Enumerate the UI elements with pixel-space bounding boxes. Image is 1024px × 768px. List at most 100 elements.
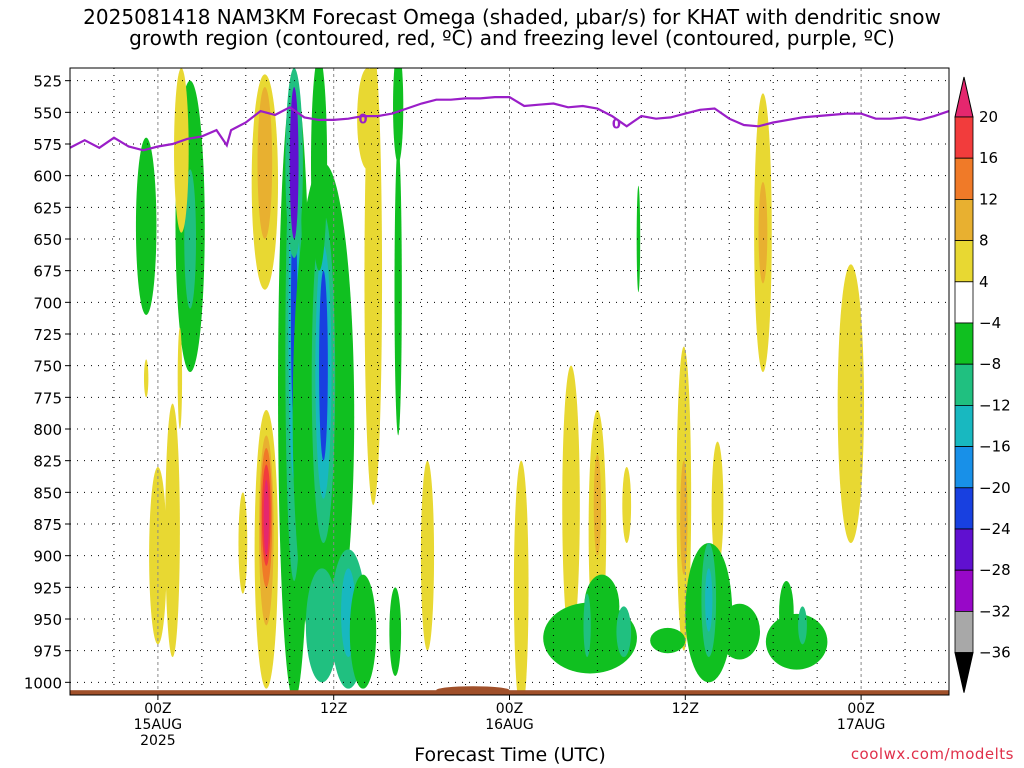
x-tick-label: 2025 <box>140 733 176 749</box>
colorbar-swatch-11 <box>954 528 974 571</box>
x-tick-label: 17AUG <box>837 717 886 733</box>
freezing-level-label: 0 <box>358 113 367 128</box>
omega-cell-53 <box>650 627 686 654</box>
y-tick-label: 525 <box>33 73 62 91</box>
y-tick-label: 975 <box>33 643 62 661</box>
y-tick-label: 850 <box>33 484 62 502</box>
y-tick-label: 1000 <box>24 674 62 692</box>
colorbar-swatch-6 <box>954 322 974 365</box>
omega-cell-60 <box>798 606 807 645</box>
colorbar-label: −16 <box>979 438 1011 456</box>
omega-cell-25 <box>319 270 328 461</box>
y-tick-label: 575 <box>33 136 62 154</box>
omega-cell-31 <box>364 68 383 505</box>
ground-strip <box>70 690 949 695</box>
omega-cell-8 <box>238 492 248 594</box>
colorbar-label: 20 <box>979 108 998 126</box>
omega-cell-0 <box>135 137 157 315</box>
omega-cell-50 <box>584 574 620 638</box>
omega-cell-32 <box>357 68 378 170</box>
omega-cell-59 <box>779 581 794 645</box>
omega-cell-46 <box>758 182 768 284</box>
omega-cell-43 <box>680 460 688 575</box>
x-tick-label: 12Z <box>320 701 347 717</box>
omega-cell-3 <box>174 68 189 233</box>
x-tick-label: 16AUG <box>485 717 534 733</box>
gridlines <box>70 68 949 695</box>
colorbar-swatch-3 <box>954 198 974 241</box>
y-tick-label: 825 <box>33 453 62 471</box>
chart-title-line-2: growth region (contoured, red, ºC) and f… <box>129 26 895 50</box>
credit-link[interactable]: coolwx.com/modelts <box>850 745 1014 763</box>
omega-cell-6 <box>165 403 180 657</box>
y-tick-label: 900 <box>33 548 62 566</box>
y-tick-label: 675 <box>33 263 62 281</box>
chart-title-line-1: 2025081418 NAM3KM Forecast Omega (shaded… <box>83 5 941 29</box>
freezing-level-label: 0 <box>612 118 621 133</box>
y-tick-label: 875 <box>33 516 62 534</box>
colorbar-swatch-5 <box>954 281 974 324</box>
omega-shading <box>135 68 865 695</box>
ground-surface <box>70 686 949 695</box>
omega-cell-40 <box>593 454 602 556</box>
colorbar-swatch-4 <box>954 240 974 283</box>
colorbar-label: −24 <box>979 520 1011 538</box>
y-tick-label: 550 <box>33 104 62 122</box>
colorbar-label: 16 <box>979 149 998 167</box>
omega-cell-47 <box>837 264 865 543</box>
omega-cell-58 <box>765 613 828 670</box>
x-tick-label: 12Z <box>672 701 699 717</box>
omega-cell-56 <box>705 568 713 632</box>
colorbar-label: −4 <box>979 314 1001 332</box>
colorbar-label: −12 <box>979 396 1011 414</box>
colorbar-label: −36 <box>979 644 1011 662</box>
colorbar-label: −8 <box>979 355 1001 373</box>
colorbar-swatch-9 <box>954 446 974 489</box>
pressure-axis: 525 550 575 600 625 650 675 700 725 750 775 800 825 8… <box>24 73 70 692</box>
omega-cell-33 <box>394 143 402 436</box>
omega-cell-51 <box>583 593 591 657</box>
omega-cell-41 <box>622 467 632 543</box>
x-tick-label: 00Z <box>496 701 523 717</box>
omega-cell-48 <box>636 185 641 293</box>
y-tick-label: 650 <box>33 231 62 249</box>
omega-cell-15 <box>257 87 273 239</box>
omega-cell-52 <box>616 606 632 658</box>
colorbar-swatch-10 <box>954 487 974 530</box>
y-tick-label: 725 <box>33 326 62 344</box>
omega-cell-57 <box>718 603 761 660</box>
y-tick-label: 750 <box>33 358 62 376</box>
y-tick-label: 600 <box>33 168 62 186</box>
colorbar-label: −28 <box>979 561 1011 579</box>
x-tick-label: 00Z <box>847 701 874 717</box>
omega-cell-26 <box>310 68 328 271</box>
x-tick-label: 00Z <box>144 701 171 717</box>
colorbar-swatch-2 <box>954 157 974 200</box>
colorbar-swatch-13 <box>954 611 974 654</box>
colorbar-label: −20 <box>979 479 1011 497</box>
omega-cell-7 <box>177 327 183 430</box>
x-axis-title: Forecast Time (UTC) <box>414 744 606 766</box>
omega-cell-37 <box>513 460 529 695</box>
colorbar-swatch-7 <box>954 363 974 406</box>
colorbar-swatch-1 <box>954 116 974 159</box>
omega-cell-27 <box>305 568 339 683</box>
colorbar-label: −32 <box>979 602 1011 620</box>
omega-cell-35 <box>389 587 402 677</box>
omega-cell-2 <box>184 169 196 309</box>
y-tick-label: 800 <box>33 421 62 439</box>
colorbar-swatch-8 <box>954 404 974 447</box>
colorbar-top-arrow <box>954 76 974 118</box>
omega-cell-4 <box>143 359 149 398</box>
y-tick-label: 925 <box>33 579 62 597</box>
ground-bump <box>436 686 510 695</box>
omega-cell-30 <box>349 574 377 689</box>
colorbar-label: 12 <box>979 190 998 208</box>
colorbar: 20 16 12 8 4 −4 −8 −12 −16 −20 −24 −28 −32 −36 <box>954 76 1011 693</box>
y-tick-label: 625 <box>33 199 62 217</box>
y-tick-label: 775 <box>33 389 62 407</box>
omega-cell-34 <box>393 68 404 163</box>
